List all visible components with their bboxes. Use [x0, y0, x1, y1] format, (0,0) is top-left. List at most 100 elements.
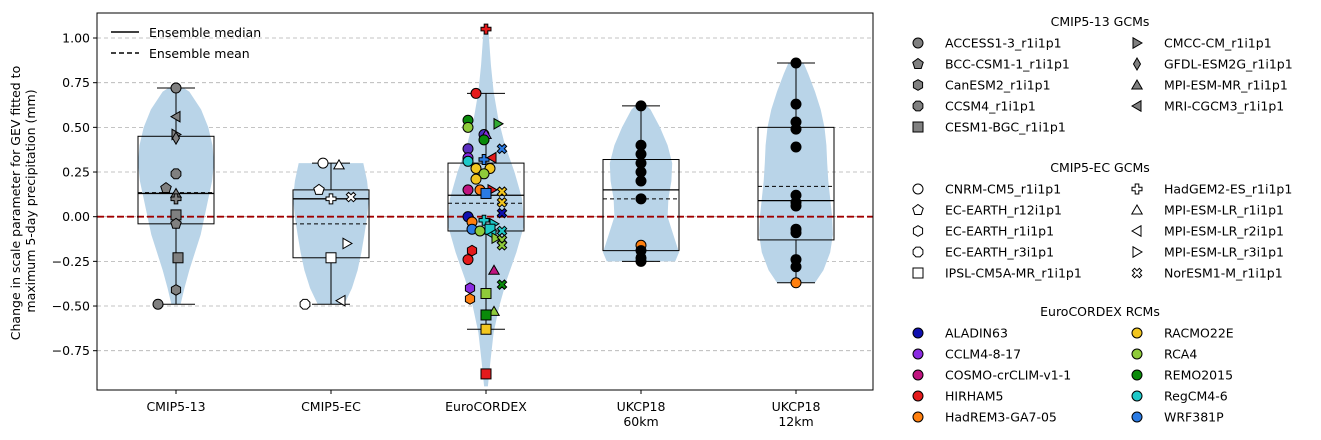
legend-label-canesm2-r1i1p1: CanESM2_r1i1p1 [945, 78, 1051, 93]
point-aladin63 [470, 87, 482, 99]
point-canesm2-r1i1p1 [170, 284, 182, 296]
point-cesm1-bgc-r1i1p1 [480, 368, 492, 380]
legend-label-cnrm-cm5-r1i1p1: CNRM-CM5_r1i1p1 [945, 182, 1061, 197]
point-cesm1-bgc-r1i1p1 [480, 309, 492, 321]
legend-marker-ec-earth-r3i1p1 [912, 246, 924, 258]
legend-label-noresm1-m-r1i1p1: NorESM1-M_r1i1p1 [1164, 266, 1283, 281]
legend-label-ec-earth-r1i1p1: EC-EARTH_r1i1p1 [945, 224, 1054, 239]
x-tick-label: CMIP5-13 [146, 399, 205, 414]
x-tick-label: EuroCORDEX [445, 399, 527, 414]
legend-label-ec-earth-r3i1p1: EC-EARTH_r3i1p1 [945, 245, 1054, 260]
point-ccsm4-r1i1p1 [170, 168, 182, 180]
plot-area-frame [96, 12, 874, 391]
point-access1-3-r1i1p1 [170, 82, 182, 94]
marker-legend: CMIP5-13 GCMs ACCESS1-3_r1i1p1 BCC-CSM1-1_… [912, 14, 1293, 425]
y-tick-label: 0.00 [62, 209, 90, 224]
point-mpi-esm-lr-r3i1p1 [342, 237, 354, 250]
point-ec-earth-r12i1p1 [160, 181, 172, 194]
point-aladin63 [462, 184, 474, 196]
legend-label-hirham5: HIRHAM5 [945, 389, 1003, 404]
point-aladin63 [462, 254, 474, 266]
legend-marker-cosmo-crclim-v1-1 [912, 369, 924, 381]
x-tick-label: 12km [778, 414, 813, 429]
y-axis-label-line-2: maximum 5-day precipitation (mm) [23, 89, 38, 312]
point-noresm1-m-r1i1p1 [496, 239, 508, 251]
legend-label-cosmo-crclim-v1-1: COSMO-crCLIM-v1-1 [945, 368, 1071, 383]
point-aladin63 [470, 162, 482, 174]
point-cesm1-bgc-r1i1p1 [480, 323, 492, 335]
point-mpi-esm-mr-r1i1p1 [487, 264, 501, 275]
model-points [152, 23, 802, 380]
point-noresm1-m-r1i1p1 [496, 143, 508, 155]
legend-marker-cclm4-8-17 [912, 348, 924, 360]
point-aladin63 [462, 121, 474, 133]
point-mri-cgcm3-r1i1p1 [170, 110, 181, 123]
x-tick-label: CMIP5-EC [301, 399, 361, 414]
y-tick-label: 0.75 [62, 75, 90, 90]
legend-marker-hirham5 [912, 390, 924, 402]
point-aladin63 [478, 134, 490, 146]
legend-label-mpi-esm-lr-r2i1p1: MPI-ESM-LR_r2i1p1 [1164, 224, 1284, 239]
legend-marker-canesm2-r1i1p1 [912, 79, 924, 91]
legend-label-cclm4-8-17: CCLM4-8-17 [945, 347, 1021, 362]
legend-marker-rca4 [1131, 348, 1143, 360]
y-axis-label: Change in scale parameter for GEV fitted… [8, 62, 38, 340]
legend-section-title: EuroCORDEX RCMs [1040, 304, 1160, 319]
legend-label-bcc-csm1-1-r1i1p1: BCC-CSM1-1_r1i1p1 [945, 57, 1070, 72]
point-canesm2-r1i1p1 [464, 293, 476, 305]
legend-label-ipsl-cm5a-mr-r1i1p1: IPSL-CM5A-MR_r1i1p1 [945, 266, 1082, 281]
legend-label-remo2015: REMO2015 [1164, 368, 1233, 383]
point-ukcp18-12km-member [790, 98, 802, 110]
point-ipsl-cm5a-mr-r1i1p1 [325, 252, 337, 264]
legend-marker-cmcc-cm-r1i1p1 [1132, 36, 1143, 50]
legend-label-ec-earth-r12i1p1: EC-EARTH_r12i1p1 [945, 203, 1062, 218]
point-aladin63 [470, 173, 482, 185]
point-cnrm-cm5-r1i1p1 [152, 298, 164, 310]
legend-label-mpi-esm-mr-r1i1p1: MPI-ESM-MR_r1i1p1 [1164, 78, 1288, 93]
point-noresm1-m-r1i1p1 [496, 186, 508, 198]
point-ukcp18-60km-member [635, 193, 647, 205]
point-ukcp18-60km-member [635, 100, 647, 112]
axes: −0.75 −0.50 −0.25 0.00 0.25 0.50 0.75 1.00 CMIP5… [52, 31, 821, 429]
legend-marker-ipsl-cm5a-mr-r1i1p1 [912, 267, 924, 279]
legend-section-cmip5-ec-gcms: CMIP5-EC GCMs CNRM-CM5_r1i1p1 EC-EARTH_r12… [912, 160, 1292, 281]
legend-label-access1-3-r1i1p1: ACCESS1-3_r1i1p1 [945, 36, 1062, 51]
y-tick-label: 1.00 [62, 31, 90, 46]
legend-marker-noresm1-m-r1i1p1 [1131, 267, 1143, 279]
legend-section-eurocordex-rcms: EuroCORDEX RCMs ALADIN63 CCLM4-8-17 COSMO-c… [912, 304, 1234, 425]
point-hadgem2-es-r1i1p1 [478, 154, 490, 166]
legend-marker-mpi-esm-mr-r1i1p1 [1130, 79, 1144, 90]
y-axis-label-line-1: Change in scale parameter for GEV fitted… [8, 66, 23, 340]
point-noresm1-m-r1i1p1 [496, 207, 508, 219]
legend-label-regcm4-6: RegCM4-6 [1164, 389, 1228, 404]
legend-marker-regcm4-6 [1131, 390, 1143, 402]
point-aladin63 [474, 225, 486, 237]
point-gfdl-esm2g-r1i1p1 [171, 131, 181, 146]
legend-marker-hadgem2-es-r1i1p1 [1131, 183, 1143, 195]
legend-label-hadgem2-es-r1i1p1: HadGEM2-ES_r1i1p1 [1164, 182, 1292, 197]
point-cmcc-cm-r1i1p1 [491, 232, 503, 245]
legend-label-racmo22e: RACMO22E [1164, 326, 1234, 341]
legend-label-mpi-esm-lr-r1i1p1: MPI-ESM-LR_r1i1p1 [1164, 203, 1284, 218]
legend-mean-label: Ensemble mean [149, 46, 250, 61]
point-noresm1-m-r1i1p1 [496, 197, 508, 208]
legend-marker-hadrem3-ga7-05 [912, 411, 924, 423]
point-ukcp18-60km-member [635, 175, 647, 187]
legend-section-cmip5-13-gcms: CMIP5-13 GCMs ACCESS1-3_r1i1p1 BCC-CSM1-1_… [912, 14, 1293, 135]
point-ukcp18-12km-member [790, 227, 802, 239]
point-canesm2-r1i1p1 [464, 282, 476, 295]
legend-marker-access1-3-r1i1p1 [912, 37, 924, 49]
legend-label-cesm1-bgc-r1i1p1: CESM1-BGC_r1i1p1 [945, 120, 1066, 135]
legend-marker-ccsm4-r1i1p1 [912, 100, 924, 112]
x-tick-label: UKCP18 [617, 399, 666, 414]
legend-label-gfdl-esm2g-r1i1p1: GFDL-ESM2G_r1i1p1 [1164, 57, 1293, 72]
point-ukcp18-60km-member [635, 255, 647, 267]
legend-label-mpi-esm-lr-r3i1p1: MPI-ESM-LR_r3i1p1 [1164, 245, 1284, 260]
point-hadgem2-es-r1i1p1 [325, 193, 337, 205]
point-ukcp18-12km-member [790, 57, 802, 69]
point-cesm1-bgc-r1i1p1 [480, 187, 492, 199]
point-ukcp18-12km-member [790, 123, 802, 135]
y-tick-label: −0.25 [52, 254, 90, 269]
point-mpi-esm-lr-r2i1p1 [334, 294, 346, 307]
point-aladin63 [478, 168, 490, 180]
